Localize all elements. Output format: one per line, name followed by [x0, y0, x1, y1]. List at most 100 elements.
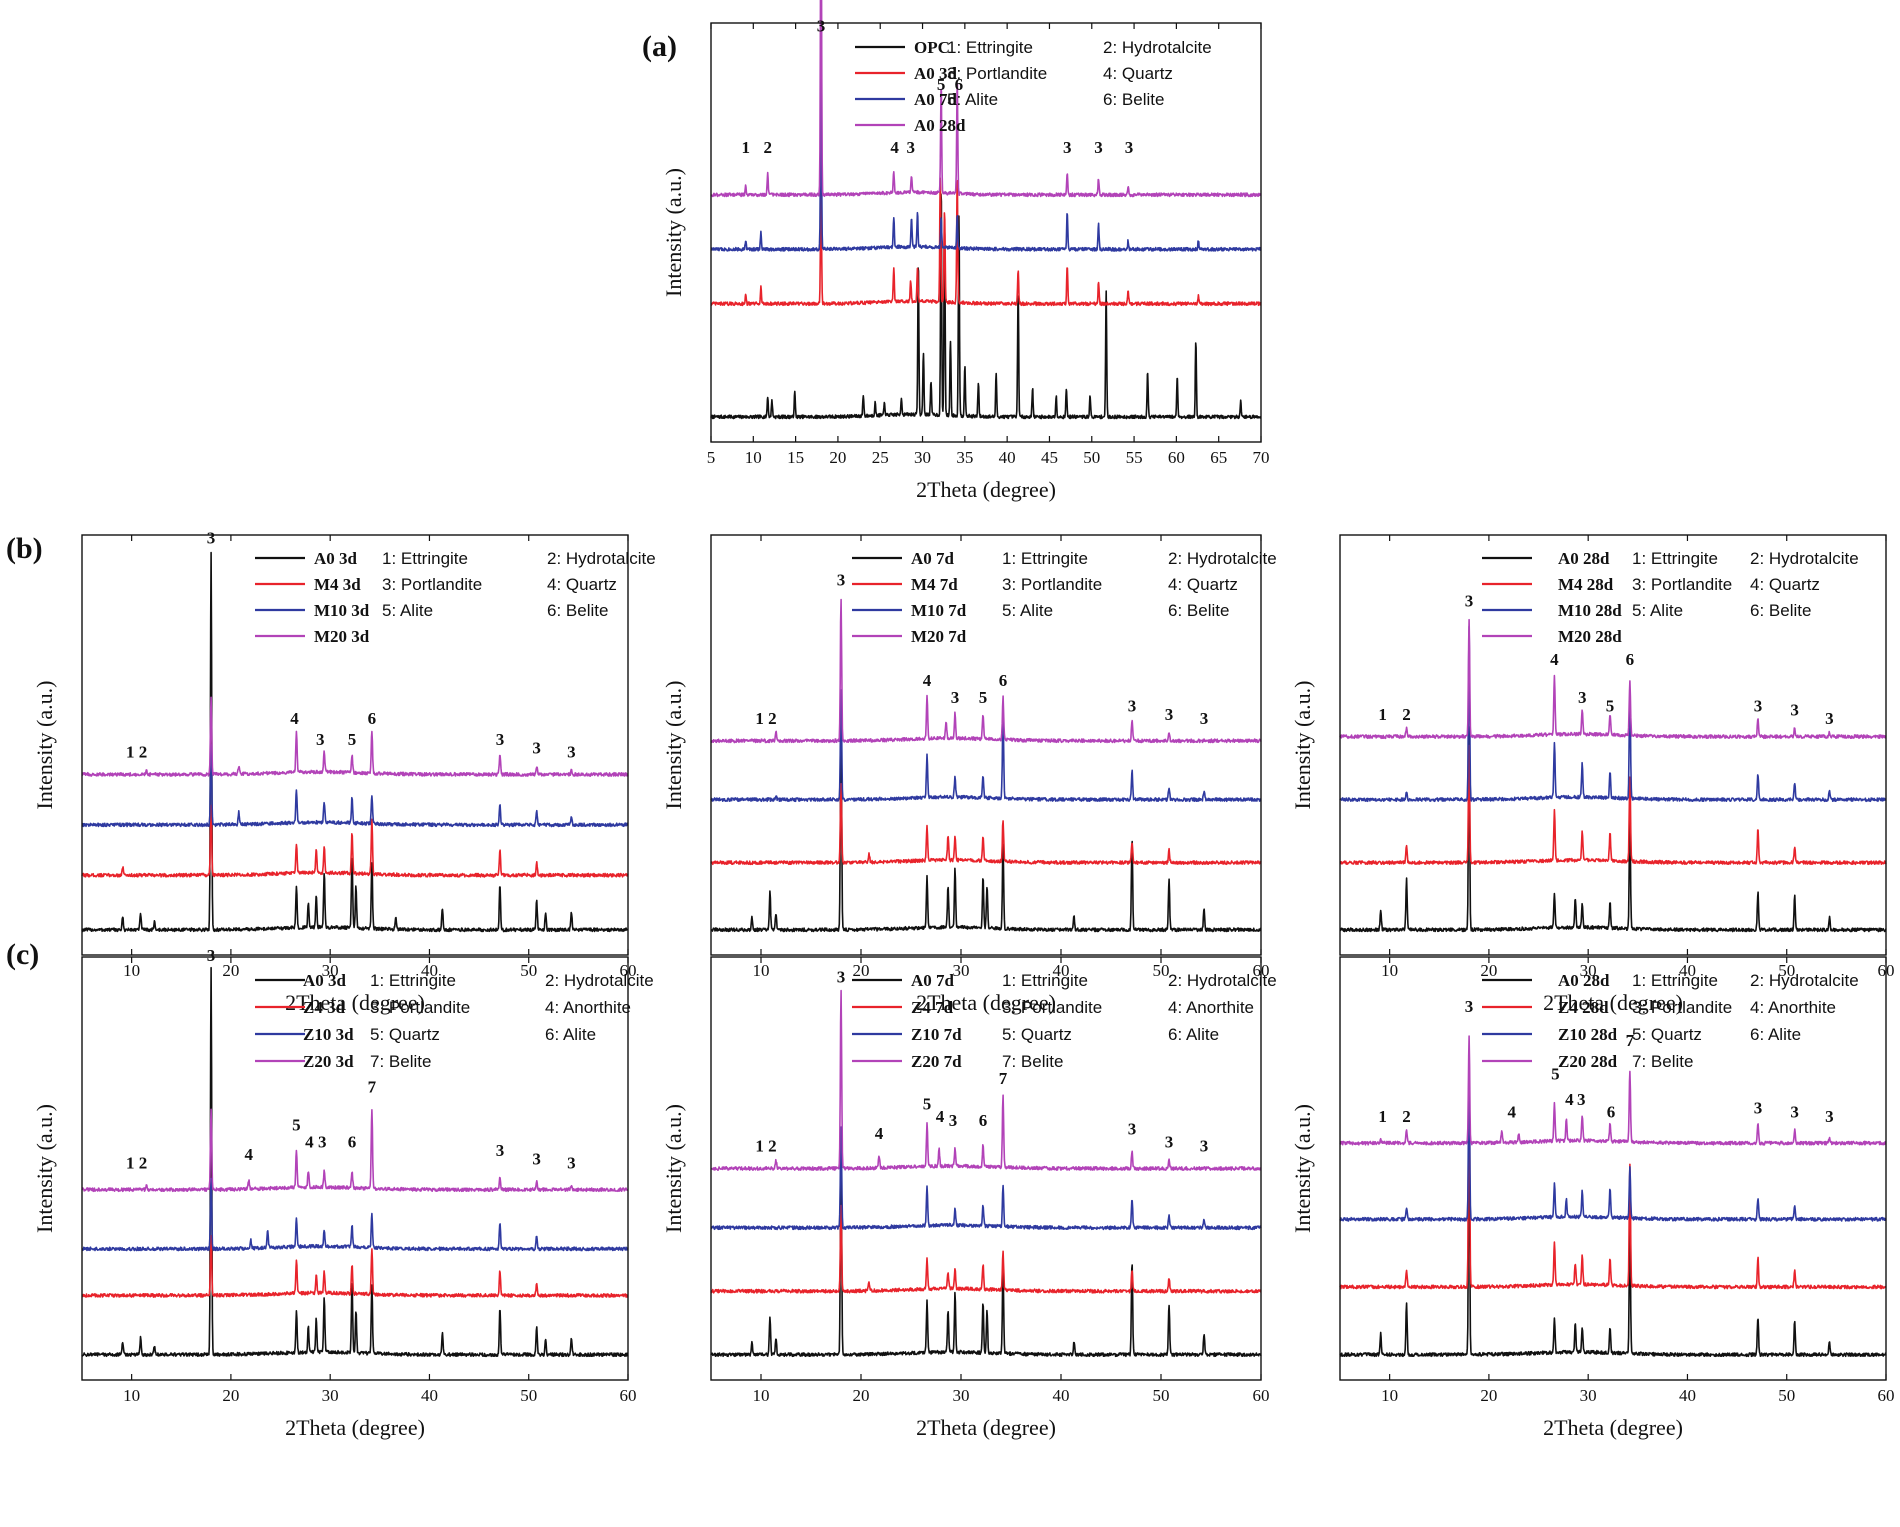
x-tick-label: 20: [829, 448, 846, 467]
peak-label: 6: [999, 671, 1008, 690]
x-tick-label: 10: [753, 961, 770, 980]
x-tick-label: 70: [1253, 448, 1270, 467]
peak-label: 4: [936, 1107, 945, 1126]
phase-legend-entry: 4: Anorthite: [1168, 998, 1254, 1017]
x-tick-label: 30: [322, 1386, 339, 1405]
phase-legend-entry: 6: Alite: [545, 1025, 596, 1044]
phase-legend-entry: 5: Quartz: [1632, 1025, 1702, 1044]
x-tick-label: 30: [953, 1386, 970, 1405]
peak-label: 3: [1200, 1137, 1209, 1156]
x-tick-label: 60: [1168, 448, 1185, 467]
phase-legend-entry: 2: Hydrotalcite: [1750, 971, 1859, 990]
x-tick-label: 30: [1580, 1386, 1597, 1405]
peak-label: 4: [1550, 650, 1559, 669]
plot-frame: [710, 22, 1262, 443]
x-tick-label: 50: [1083, 448, 1100, 467]
legend-entry: M10 3d: [314, 601, 370, 620]
legend-entry: M4 7d: [911, 575, 958, 594]
x-tick-label: 40: [421, 961, 438, 980]
x-axis-label: 2Theta (degree): [916, 1415, 1056, 1440]
peak-label: 1 2: [755, 1137, 776, 1156]
legend-entry: A0 3d: [314, 549, 358, 568]
x-tick-label: 40: [1053, 1386, 1070, 1405]
x-tick-label: 5: [707, 448, 716, 467]
phase-legend-entry: 1: Ettringite: [1632, 549, 1718, 568]
peak-label: 3: [949, 1111, 958, 1130]
peak-label: 3: [318, 1132, 327, 1151]
y-axis-label: Intensity (a.u.): [661, 1104, 686, 1233]
y-axis-label: Intensity (a.u.): [1290, 1104, 1315, 1233]
phase-legend-entry: 7: Belite: [370, 1052, 431, 1071]
legend-entry: Z10 28d: [1558, 1025, 1618, 1044]
peak-label: 3: [1165, 705, 1174, 724]
series-line-a0-7d: [710, 73, 1262, 252]
peak-label: 2: [1402, 705, 1411, 724]
y-axis-label: Intensity (a.u.): [32, 1104, 57, 1233]
peak-label: 4: [1565, 1090, 1574, 1109]
peak-label: 3: [1094, 138, 1103, 157]
x-tick-label: 40: [1679, 961, 1696, 980]
peak-label: 3: [1754, 696, 1763, 715]
legend-entry: A0 7d: [914, 90, 958, 109]
x-tick-label: 25: [872, 448, 889, 467]
peak-label: 3: [1128, 1120, 1137, 1139]
x-tick-label: 30: [914, 448, 931, 467]
legend-entry: M10 7d: [911, 601, 967, 620]
plot-frame: [81, 956, 629, 1381]
series-line-z20-28d: [1339, 1035, 1887, 1146]
series-line-a0-7d: [710, 1134, 1262, 1358]
legend-entry: Z4 3d: [303, 998, 346, 1017]
x-tick-label: 30: [1580, 961, 1597, 980]
series-line-m4-7d: [710, 782, 1262, 866]
peak-label: 7: [1626, 1031, 1635, 1050]
peak-label: 3: [1790, 1103, 1799, 1122]
peak-label: 3: [496, 730, 505, 749]
legend-entry: Z4 28d: [1558, 998, 1609, 1017]
phase-legend-entry: 6: Belite: [547, 601, 608, 620]
x-tick-label: 50: [1778, 1386, 1795, 1405]
phase-legend-entry: 3: Portlandite: [1002, 575, 1102, 594]
panel-letter: (a): [642, 30, 677, 63]
y-axis-label: Intensity (a.u.): [661, 681, 686, 810]
peak-label: 4: [290, 709, 299, 728]
series-line-a0-3d: [81, 551, 629, 933]
peak-label: 7: [999, 1069, 1008, 1088]
x-tick-label: 20: [1480, 961, 1497, 980]
x-tick-label: 60: [1253, 1386, 1270, 1405]
panel-letter: (c): [6, 938, 39, 971]
x-tick-label: 35: [956, 448, 973, 467]
peak-label: 3: [1063, 138, 1072, 157]
peak-label: 4: [875, 1124, 884, 1143]
x-tick-label: 40: [421, 1386, 438, 1405]
series-line-a0-3d: [81, 966, 629, 1358]
x-axis-label: 2Theta (degree): [916, 477, 1056, 502]
x-tick-label: 20: [853, 1386, 870, 1405]
legend-entry: M4 28d: [1558, 575, 1614, 594]
phase-legend-entry: 1: Ettringite: [382, 549, 468, 568]
series-line-z10-3d: [81, 1177, 629, 1252]
legend-entry: A0 7d: [911, 971, 955, 990]
legend-entry: M20 3d: [314, 627, 370, 646]
legend-entry: Z20 7d: [911, 1052, 962, 1071]
series-line-z20-3d: [81, 1108, 629, 1193]
phase-legend-entry: 3: Portlandite: [370, 998, 470, 1017]
peak-label: 2: [763, 138, 772, 157]
x-tick-label: 50: [520, 961, 537, 980]
peak-label: 3: [1128, 696, 1137, 715]
phase-legend-entry: 3: Portlandite: [1632, 998, 1732, 1017]
x-tick-label: 65: [1210, 448, 1227, 467]
x-tick-label: 10: [753, 1386, 770, 1405]
peak-label: 3: [1465, 997, 1474, 1016]
legend-entry: A0 28d: [1558, 549, 1610, 568]
x-tick-label: 10: [123, 961, 140, 980]
legend-entry: M4 3d: [314, 575, 361, 594]
legend-entry: M10 28d: [1558, 601, 1622, 620]
peak-label: 4: [1507, 1103, 1516, 1122]
x-axis-label: 2Theta (degree): [916, 990, 1056, 1015]
x-tick-label: 50: [520, 1386, 537, 1405]
peak-label: 3: [316, 730, 325, 749]
peak-label: 5: [348, 730, 357, 749]
x-tick-label: 30: [322, 961, 339, 980]
